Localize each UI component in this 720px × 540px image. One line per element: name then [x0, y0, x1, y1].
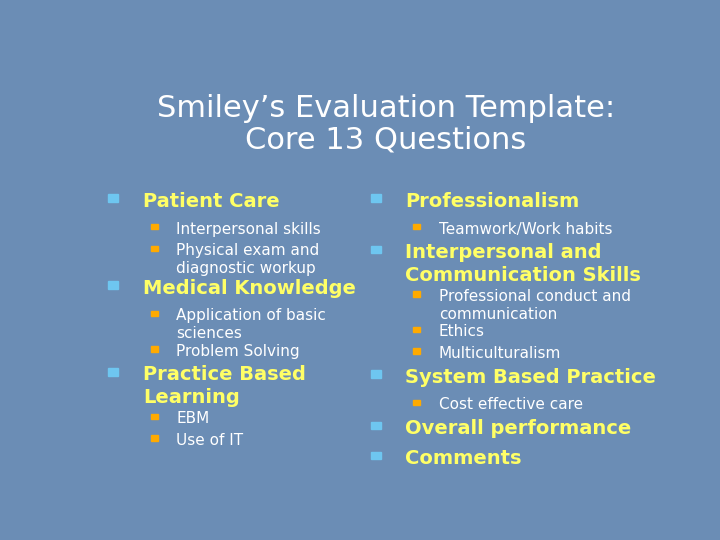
- Bar: [371, 246, 381, 253]
- Bar: [371, 452, 381, 460]
- Bar: [150, 224, 158, 230]
- Text: Multiculturalism: Multiculturalism: [438, 346, 561, 361]
- Text: Core 13 Questions: Core 13 Questions: [245, 125, 526, 154]
- Bar: [150, 246, 158, 251]
- Text: Ethics: Ethics: [438, 324, 485, 339]
- Text: Medical Knowledge: Medical Knowledge: [143, 279, 356, 298]
- Bar: [150, 311, 158, 316]
- Text: Teamwork/Work habits: Teamwork/Work habits: [438, 221, 612, 237]
- Bar: [109, 281, 119, 289]
- Text: System Based Practice: System Based Practice: [405, 368, 656, 387]
- Bar: [413, 292, 420, 297]
- Bar: [150, 435, 158, 441]
- Text: Comments: Comments: [405, 449, 522, 468]
- Bar: [150, 414, 158, 419]
- Bar: [413, 348, 420, 354]
- Bar: [371, 422, 381, 429]
- Text: Patient Care: Patient Care: [143, 192, 279, 211]
- Text: Application of basic
sciences: Application of basic sciences: [176, 308, 326, 341]
- Text: EBM: EBM: [176, 411, 210, 426]
- Bar: [413, 224, 420, 230]
- Text: Interpersonal skills: Interpersonal skills: [176, 221, 321, 237]
- Text: Smiley’s Evaluation Template:: Smiley’s Evaluation Template:: [157, 94, 615, 123]
- Text: Physical exam and
diagnostic workup: Physical exam and diagnostic workup: [176, 243, 320, 276]
- Bar: [371, 194, 381, 202]
- Bar: [371, 370, 381, 378]
- Text: Interpersonal and
Communication Skills: Interpersonal and Communication Skills: [405, 243, 641, 285]
- Text: Cost effective care: Cost effective care: [438, 397, 583, 413]
- Text: Problem Solving: Problem Solving: [176, 344, 300, 359]
- Text: Professional conduct and
communication: Professional conduct and communication: [438, 289, 631, 322]
- Bar: [109, 368, 119, 376]
- Text: Use of IT: Use of IT: [176, 433, 243, 448]
- Bar: [413, 400, 420, 406]
- Bar: [413, 327, 420, 332]
- Text: Overall performance: Overall performance: [405, 419, 631, 438]
- Bar: [109, 194, 119, 202]
- Text: Practice Based
Learning: Practice Based Learning: [143, 366, 306, 407]
- Text: Professionalism: Professionalism: [405, 192, 580, 211]
- Bar: [150, 346, 158, 352]
